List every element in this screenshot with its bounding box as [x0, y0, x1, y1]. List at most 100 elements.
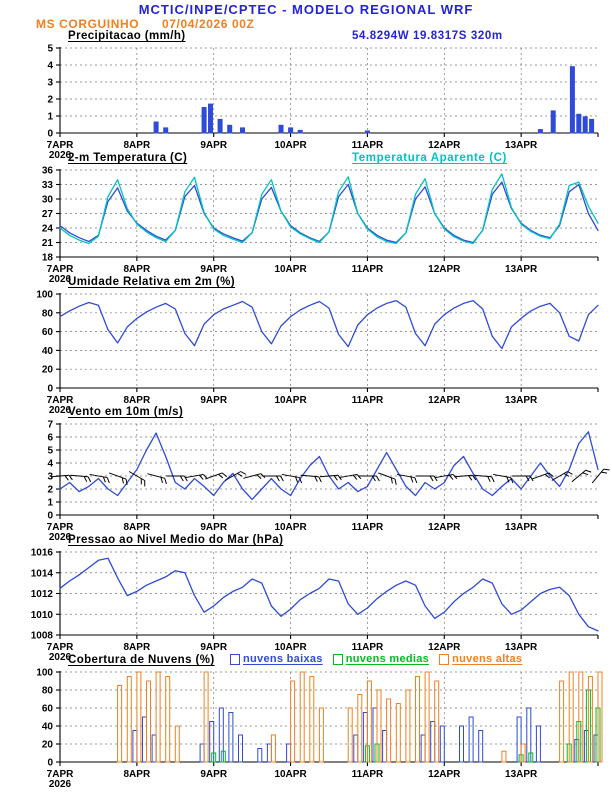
- svg-text:2026: 2026: [49, 274, 72, 285]
- svg-text:4: 4: [47, 459, 53, 470]
- svg-text:100: 100: [36, 290, 53, 301]
- svg-text:80: 80: [42, 686, 54, 697]
- svg-text:6: 6: [47, 433, 53, 444]
- svg-text:13APR: 13APR: [505, 769, 538, 780]
- svg-text:33: 33: [42, 180, 54, 191]
- svg-text:1: 1: [47, 112, 53, 123]
- svg-text:1014: 1014: [31, 568, 54, 579]
- panel-title-precipitation: Precipitacao (mm/h): [68, 30, 186, 42]
- svg-text:27: 27: [42, 209, 54, 220]
- apparent-temperature-label: Temperatura Aparente (C): [352, 152, 507, 164]
- svg-text:11APR: 11APR: [352, 522, 384, 533]
- svg-text:12APR: 12APR: [428, 522, 461, 533]
- svg-text:2: 2: [47, 95, 53, 106]
- svg-text:7APR: 7APR: [47, 264, 74, 275]
- svg-text:2026: 2026: [49, 150, 72, 161]
- panel-title-wind: Vento em 10m (m/s): [68, 406, 184, 418]
- svg-text:9APR: 9APR: [200, 522, 227, 533]
- svg-text:7: 7: [47, 420, 53, 431]
- svg-text:21: 21: [42, 238, 54, 249]
- svg-text:13APR: 13APR: [505, 642, 538, 653]
- svg-text:7APR: 7APR: [47, 769, 74, 780]
- svg-text:40: 40: [42, 722, 54, 733]
- panel-title-humidity: Umidade Relativa em 2m (%): [68, 276, 235, 288]
- legend-nuvens-altas: nuvens altas: [439, 653, 522, 665]
- svg-text:12APR: 12APR: [428, 769, 461, 780]
- legend-nuvens-medias: nuvens medias: [332, 653, 430, 665]
- location-label: 54.8294W 19.8317S 320m: [352, 30, 503, 42]
- svg-text:2026: 2026: [49, 652, 72, 663]
- svg-text:13APR: 13APR: [505, 522, 538, 533]
- svg-text:36: 36: [42, 166, 54, 177]
- svg-text:1012: 1012: [31, 589, 54, 600]
- svg-text:13APR: 13APR: [505, 395, 538, 406]
- nuvens-baixas-label: nuvens baixas: [243, 653, 323, 665]
- legend-nuvens-baixas: nuvens baixas: [230, 653, 323, 665]
- nuvens-altas-swatch: [439, 653, 450, 665]
- svg-text:0: 0: [47, 758, 53, 769]
- svg-text:1008: 1008: [31, 631, 54, 642]
- svg-text:12APR: 12APR: [428, 264, 461, 275]
- svg-text:60: 60: [42, 704, 54, 715]
- panel-title-pressure: Pressao ao Nivel Medio do Mar (hPa): [68, 534, 284, 546]
- svg-text:2026: 2026: [49, 405, 72, 416]
- svg-text:80: 80: [42, 308, 54, 319]
- svg-text:7APR: 7APR: [47, 395, 74, 406]
- svg-text:1016: 1016: [31, 548, 54, 559]
- svg-text:10APR: 10APR: [274, 140, 307, 151]
- svg-text:10APR: 10APR: [274, 522, 307, 533]
- svg-text:2026: 2026: [49, 532, 72, 543]
- svg-text:9APR: 9APR: [200, 642, 227, 653]
- nuvens-altas-label: nuvens altas: [452, 653, 523, 665]
- svg-text:1010: 1010: [31, 610, 54, 621]
- svg-text:5: 5: [47, 446, 53, 457]
- svg-text:20: 20: [42, 365, 54, 376]
- svg-text:12APR: 12APR: [428, 642, 461, 653]
- svg-text:10APR: 10APR: [274, 264, 307, 275]
- svg-text:0: 0: [47, 129, 53, 140]
- svg-text:30: 30: [42, 195, 54, 206]
- svg-text:10APR: 10APR: [274, 642, 307, 653]
- svg-text:9APR: 9APR: [200, 264, 227, 275]
- svg-text:4: 4: [47, 61, 53, 72]
- svg-text:8APR: 8APR: [124, 769, 151, 780]
- svg-text:7APR: 7APR: [47, 140, 74, 151]
- svg-text:3: 3: [47, 472, 53, 483]
- svg-text:8APR: 8APR: [124, 140, 151, 151]
- svg-text:13APR: 13APR: [505, 264, 538, 275]
- svg-text:11APR: 11APR: [352, 642, 384, 653]
- page-title: MCTIC/INPE/CPTEC - MODELO REGIONAL WRF: [138, 2, 474, 17]
- svg-text:7APR: 7APR: [47, 522, 74, 533]
- svg-text:13APR: 13APR: [505, 140, 538, 151]
- svg-text:12APR: 12APR: [428, 395, 461, 406]
- svg-text:0: 0: [47, 384, 53, 395]
- svg-text:18: 18: [42, 253, 54, 264]
- svg-text:20: 20: [42, 740, 54, 751]
- svg-text:1: 1: [47, 498, 53, 509]
- svg-text:0: 0: [47, 511, 53, 522]
- nuvens-baixas-swatch: [230, 653, 240, 665]
- svg-text:10APR: 10APR: [274, 769, 307, 780]
- svg-text:8APR: 8APR: [124, 395, 151, 406]
- run-datetime: 07/04/2026 00Z: [162, 17, 255, 31]
- svg-text:10APR: 10APR: [274, 395, 307, 406]
- svg-text:8APR: 8APR: [124, 522, 151, 533]
- svg-text:24: 24: [42, 224, 54, 235]
- svg-text:2026: 2026: [49, 779, 72, 790]
- svg-text:12APR: 12APR: [428, 140, 461, 151]
- svg-text:11APR: 11APR: [352, 264, 384, 275]
- svg-text:9APR: 9APR: [200, 140, 227, 151]
- cloud-legend: nuvens baixas nuvens medias nuvens altas: [230, 653, 522, 665]
- svg-text:9APR: 9APR: [200, 769, 227, 780]
- panel-title-clouds: Cobertura de Nuvens (%): [68, 654, 215, 666]
- station-name: MS CORGUINHO: [36, 17, 140, 31]
- svg-text:60: 60: [42, 327, 54, 338]
- svg-text:9APR: 9APR: [200, 395, 227, 406]
- nuvens-medias-label: nuvens medias: [345, 653, 430, 665]
- svg-text:40: 40: [42, 346, 54, 357]
- svg-text:3: 3: [47, 78, 53, 89]
- panel-title-temperature: 2-m Temperatura (C): [68, 152, 188, 164]
- svg-text:11APR: 11APR: [352, 395, 384, 406]
